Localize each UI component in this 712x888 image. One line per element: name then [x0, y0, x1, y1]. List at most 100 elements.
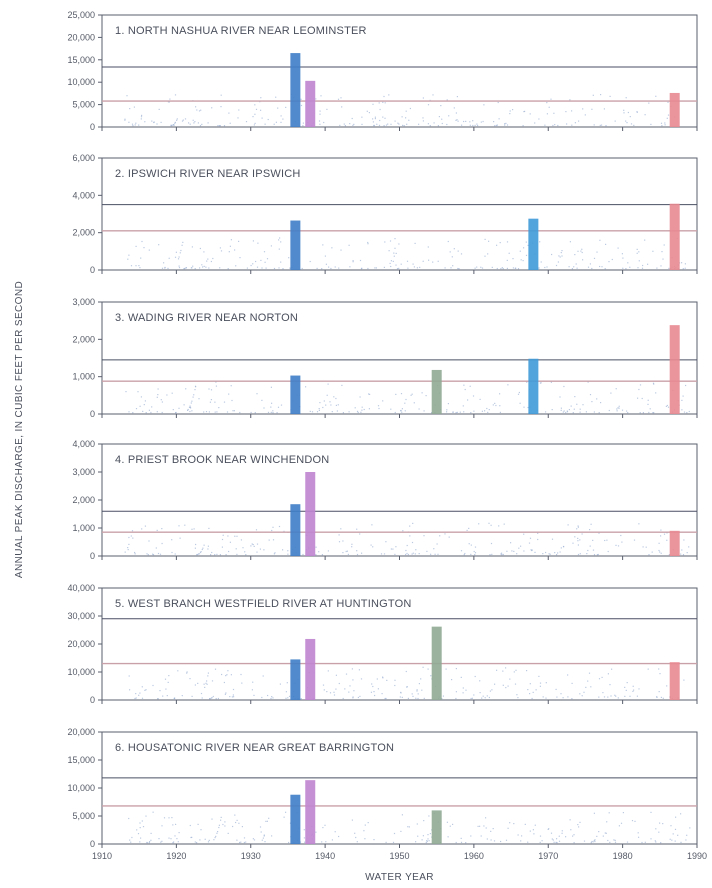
background-point — [538, 675, 540, 677]
background-point — [531, 549, 533, 552]
background-point — [572, 412, 574, 414]
bar-1936 — [290, 220, 301, 270]
background-point — [494, 402, 496, 404]
background-point — [359, 533, 361, 535]
background-point — [587, 680, 589, 682]
background-point — [201, 548, 203, 551]
background-point — [216, 553, 218, 555]
background-point — [203, 265, 205, 267]
background-point — [319, 110, 321, 112]
background-point — [421, 392, 423, 394]
background-point — [199, 247, 201, 250]
background-point — [227, 670, 229, 672]
background-point — [405, 553, 407, 556]
background-point — [184, 267, 186, 270]
background-point — [235, 265, 237, 267]
background-point — [607, 839, 609, 842]
background-point — [617, 545, 620, 547]
background-point — [177, 841, 179, 843]
background-point — [446, 99, 448, 101]
background-point — [518, 391, 520, 394]
background-point — [288, 841, 290, 844]
background-point — [135, 122, 137, 124]
background-point — [342, 697, 344, 700]
background-point — [523, 550, 525, 552]
background-point — [523, 533, 525, 535]
background-point — [394, 120, 396, 122]
background-point — [583, 691, 585, 693]
background-point — [287, 553, 289, 555]
background-point — [666, 539, 668, 541]
background-point — [216, 832, 218, 834]
background-point — [446, 411, 448, 413]
background-point — [517, 393, 520, 395]
background-point — [329, 401, 331, 403]
background-point — [336, 410, 338, 412]
background-point — [236, 553, 238, 555]
background-point — [129, 108, 131, 110]
background-point — [219, 125, 221, 127]
background-point — [129, 689, 131, 691]
background-point — [267, 411, 270, 413]
background-point — [650, 811, 652, 813]
background-point — [393, 255, 395, 257]
background-point — [601, 266, 603, 268]
background-point — [199, 125, 202, 127]
background-point — [473, 694, 475, 696]
background-point — [349, 123, 351, 125]
background-point — [453, 248, 455, 250]
background-point — [356, 528, 358, 530]
background-point — [583, 840, 586, 842]
background-point — [236, 819, 238, 821]
background-point — [441, 698, 443, 700]
background-point — [686, 834, 688, 836]
background-point — [469, 121, 471, 123]
background-point — [682, 395, 684, 397]
background-point — [372, 121, 374, 123]
background-point — [622, 267, 624, 269]
background-point — [321, 554, 323, 556]
background-point — [366, 110, 368, 112]
background-point — [559, 551, 561, 553]
background-point — [560, 693, 562, 695]
background-point — [569, 99, 571, 101]
background-point — [144, 400, 146, 402]
background-point — [624, 695, 626, 697]
background-point — [453, 107, 455, 109]
background-point — [330, 267, 332, 270]
background-point — [626, 122, 628, 124]
background-point — [287, 697, 289, 699]
background-point — [268, 817, 270, 819]
background-point — [131, 530, 134, 532]
background-point — [283, 816, 285, 818]
background-point — [394, 238, 396, 240]
background-point — [625, 97, 627, 99]
background-point — [632, 690, 634, 692]
background-point — [581, 248, 583, 250]
panel-title: 1. NORTH NASHUA RIVER NEAR LEOMINSTER — [103, 16, 377, 42]
background-point — [174, 835, 176, 837]
background-point — [428, 815, 430, 817]
background-point — [428, 840, 430, 842]
background-point — [468, 527, 470, 529]
background-point — [534, 122, 536, 124]
background-point — [280, 261, 282, 263]
background-point — [170, 124, 172, 126]
background-point — [130, 535, 132, 537]
background-point — [207, 545, 209, 547]
background-point — [135, 265, 137, 267]
background-point — [660, 265, 662, 267]
background-point — [195, 386, 197, 388]
background-point — [334, 831, 336, 833]
y-tick-label: 15,000 — [67, 55, 95, 65]
background-point — [636, 248, 638, 250]
background-point — [367, 241, 369, 244]
background-point — [647, 403, 649, 405]
background-point — [255, 108, 258, 110]
background-point — [589, 545, 591, 547]
background-point — [215, 698, 217, 700]
background-point — [406, 544, 408, 547]
background-point — [219, 267, 221, 269]
y-tick-label: 0 — [90, 551, 95, 561]
background-point — [134, 553, 136, 555]
